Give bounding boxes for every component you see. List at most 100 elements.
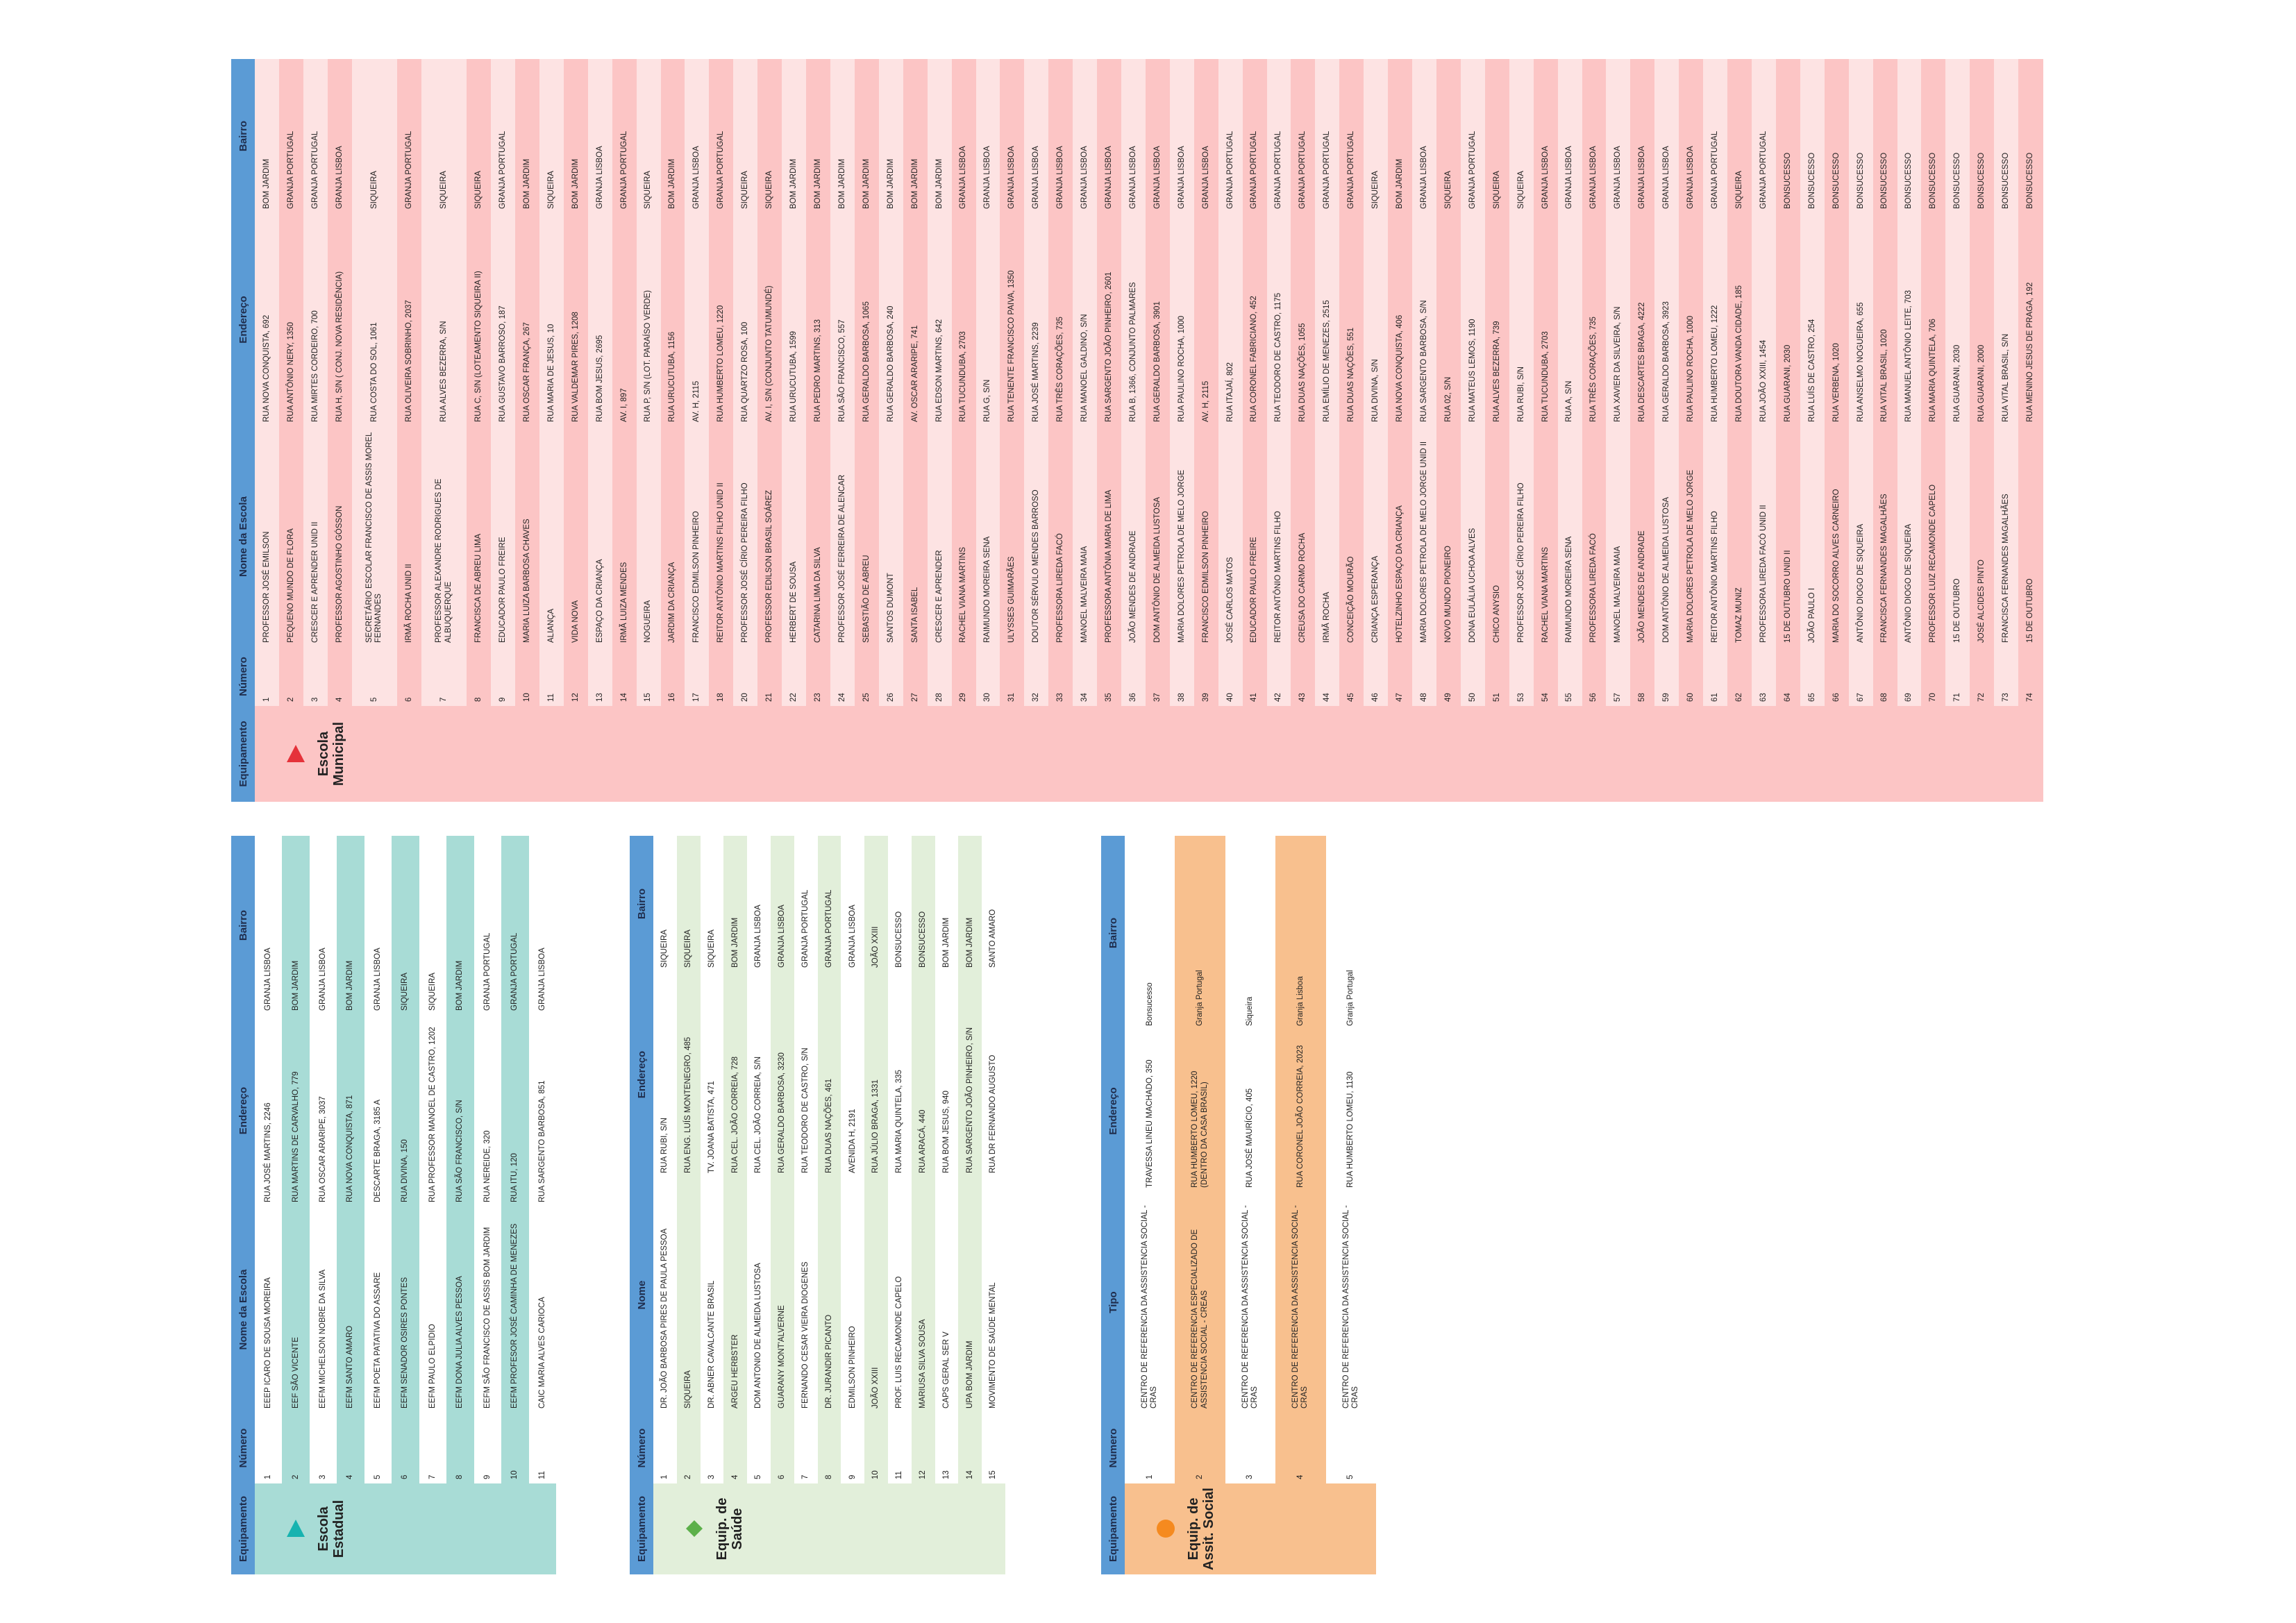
row-number: 23 [813, 693, 822, 702]
cell: RUA NOVA CONQUISTA, 406 [1396, 314, 1405, 422]
row-number: 6 [401, 1474, 410, 1479]
cell: RUA GUARANI, 2030 [1783, 344, 1792, 422]
cell: RUA MARIA QUINTELA, 335 [895, 1070, 904, 1173]
row-number: 6 [778, 1474, 787, 1479]
cell: BONSUCESSO [1953, 152, 1962, 209]
rotated-table: Equipamento Número Nome da Escola Endereço B… [231, 836, 556, 1574]
row-number: 57 [1614, 693, 1623, 702]
table-row: 43 CREUSA DO CARMO ROCHA RUA DUAS NAÇÕES, … [1291, 59, 1316, 802]
column-header: Endereço [231, 1015, 255, 1206]
cell: RUA TRÊS CORAÇÕES, 735 [1056, 317, 1065, 422]
equipment-icon [686, 1520, 703, 1538]
cell: GRANJA LISBOA [373, 948, 382, 1011]
cell: RUA MANOEL GALDINO, S/N [1080, 314, 1089, 423]
cell: GRANJA LISBOA [1153, 146, 1162, 209]
cell: SIQUEIRA [1492, 171, 1501, 209]
cell: ANTÔNIO DIOGO DE SIQUEIRA [1856, 523, 1865, 643]
table-row: 49 NOVO MUNDO PIONEIRO RUA 02, S/N SIQUEIRA [1436, 59, 1461, 802]
cell: RUA QUARTZO ROSA, 100 [741, 321, 750, 422]
cell: RUA MARIA QUINTELA, 706 [1929, 319, 1938, 422]
cell: JOÃO PAULO I [1807, 587, 1816, 643]
cell: DESCARTE BRAGA, 3185 A [373, 1099, 382, 1202]
cell: RUA MIRTES CORDEIRO, 700 [310, 310, 319, 422]
cell: CENTRO DE REFERENCIA DA ASSISTENCIA SOCI… [1341, 1205, 1359, 1408]
row-number: 46 [1371, 693, 1380, 702]
table-row: 24 PROFESSOR JOSÉ FERREIRA DE ALENCAR RUA … [830, 59, 855, 802]
row-number: 66 [1832, 693, 1841, 702]
cell: BONSUCESSO [1856, 152, 1865, 209]
row-number: 45 [1347, 693, 1356, 702]
row-number: 71 [1953, 693, 1962, 702]
table-row: 8 DR. JURANDIR PICANTO RUA DUAS NAÇÕES, 46… [817, 836, 841, 1574]
row-number: 70 [1929, 693, 1938, 702]
row-number: 40 [1225, 693, 1234, 702]
cell: RUA VITAL BRASIL, S/N [2002, 333, 2011, 422]
row-number: 8 [455, 1474, 464, 1479]
cell: SANTOS DUMONT [886, 573, 895, 643]
row-number: 4 [346, 1474, 355, 1479]
cell: RUA JÚLIO BRAGA, 1331 [871, 1079, 880, 1173]
column-header: Bairro [630, 836, 653, 972]
cell: RUA URUCUTUBA, 1156 [668, 331, 677, 422]
table-row: 26 SANTOS DUMONT RUA GERALDO BARBOSA, 240 B… [878, 59, 903, 802]
cell: RUA DUAS NAÇÕES, 551 [1347, 327, 1356, 422]
cell: RACHEL VIANA MARTINS [959, 546, 968, 643]
table-row: 36 JOÃO MENDES DE ANDRADE RUA B, 1366, CON… [1121, 59, 1146, 802]
table-row: 16 JARDIM DA CRIANÇA RUA URUCUTUBA, 1156 BO… [660, 59, 685, 802]
cell: RUA CEL. JOÃO CORREIA, S/N [754, 1056, 763, 1173]
cell: RUA TUCUNDUBA, 2703 [1541, 331, 1550, 422]
cell: EEFM SANTO AMARO [346, 1325, 355, 1408]
cell: SANTA ISABEL [910, 587, 919, 643]
cell: RUA TRÊS CORAÇÕES, 735 [1589, 317, 1598, 422]
cell: RUA GERALDO BARBOSA, 3901 [1153, 301, 1162, 422]
table-row: 53 PROFESSOR JOSÉ CÍRIO PEREIRA FILHO RUA … [1509, 59, 1534, 802]
cell: BONSUCESSO [1929, 152, 1938, 209]
cell: RUA SARGENTO JOÃO PINHEIRO, 2601 [1104, 271, 1113, 422]
column-header: Número [231, 647, 255, 706]
cell: RUA SÃO FRANCISCO, S/N [455, 1100, 464, 1202]
cell: UPA BOM JARDIM [965, 1340, 974, 1408]
cell: CAPS GERAL SER V [941, 1331, 950, 1408]
table-row: 20 PROFESSOR JOSÉ CÍRIO PEREIRA FILHO RUA … [733, 59, 758, 802]
cell: CENTRO DE REFERENCIA DA ASSISTENCIA SOCI… [1241, 1205, 1259, 1408]
equipment-label: Escola Estadual [316, 1499, 346, 1558]
cell: RUA SARGENTO BARBOSA, 851 [537, 1080, 546, 1202]
cell: GRANJA PORTUGAL [1298, 131, 1307, 209]
cell: GRANJA PORTUGAL [1468, 131, 1477, 209]
table-row: 32 DOUTOR SÉRVULO MENDES BARROSO RUA JOSÉ … [1024, 59, 1049, 802]
cell: GRANJA PORTUGAL [1225, 131, 1234, 209]
row-number: 6 [404, 697, 413, 702]
cell: RUA HUMBERTO LOMEU, 1130 [1346, 1071, 1355, 1188]
cell: JOSÉ ALCIDES PINTO [1977, 560, 1986, 643]
cell: EEEP ICARO DE SOUSA MOREIRA [264, 1277, 273, 1408]
row-number: 56 [1589, 693, 1598, 702]
cell: CENTRO DE REFERENCIA ESPECIALIZADO DE AS… [1191, 1229, 1209, 1408]
cell: EEFM PAULO ELPIDIO [428, 1324, 437, 1408]
equipment-icon [287, 1520, 305, 1538]
cell: RUA VERBENA, 1020 [1832, 343, 1841, 422]
cell: BONSUCESSO [1807, 152, 1816, 209]
table-row: 11 PROF. LUIS RECAMONDE CAPELO RUA MARIA Q… [887, 836, 912, 1574]
cell: RUA DUAS NAÇÕES, 461 [824, 1078, 833, 1173]
table-row: 9 EDUCADOR PAULO FREIRE RUA GUSTAVO BARROS… [491, 59, 515, 802]
cell: MARIUSA SILVA SOUSA [919, 1319, 928, 1408]
table-row: 66 MARIA DO SOCORRO ALVES CARNEIRO RUA VER… [1824, 59, 1849, 802]
cell: BONSUCESSO [2002, 152, 2011, 209]
table-row: 68 FRANCISCA FERNANDES MAGALHÃES RUA VITAL… [1872, 59, 1897, 802]
cell: GRANJA LISBOA [335, 146, 344, 209]
cell: FERNANDO CESAR VIEIRA DIOGENES [801, 1261, 810, 1408]
cell: BOM JARDIM [965, 917, 974, 968]
cell: SIQUEIRA [1516, 171, 1525, 209]
cell: REITOR ANTÔNIO MARTINS FILHO [1711, 511, 1719, 643]
cell: DOUTOR SÉRVULO MENDES BARROSO [1032, 489, 1041, 643]
row-number: 37 [1153, 693, 1162, 702]
table-row: 51 CHICO ANYSIO RUA ALVES BEZERRA, 739 SIQU… [1484, 59, 1509, 802]
cell: RUA GUSTAVO BARROSO, 187 [498, 305, 507, 422]
table-row: 37 DOM ANTÔNIO DE ALMEIDA LUSTOSA RUA GERA… [1145, 59, 1170, 802]
cell: TOMAZ MUNIZ [1734, 587, 1743, 643]
table-row: 22 HERBERT DE SOUSA RUA URUCUTUBA, 1599 BOM… [782, 59, 807, 802]
cell: DR. JURANDIR PICANTO [824, 1314, 833, 1408]
cell: NOGUEIRA [644, 600, 653, 643]
column-header: Numero [1101, 1413, 1125, 1483]
cell: RUA P, S/N (LOT. PARAÍSO VERDE) [644, 289, 653, 422]
